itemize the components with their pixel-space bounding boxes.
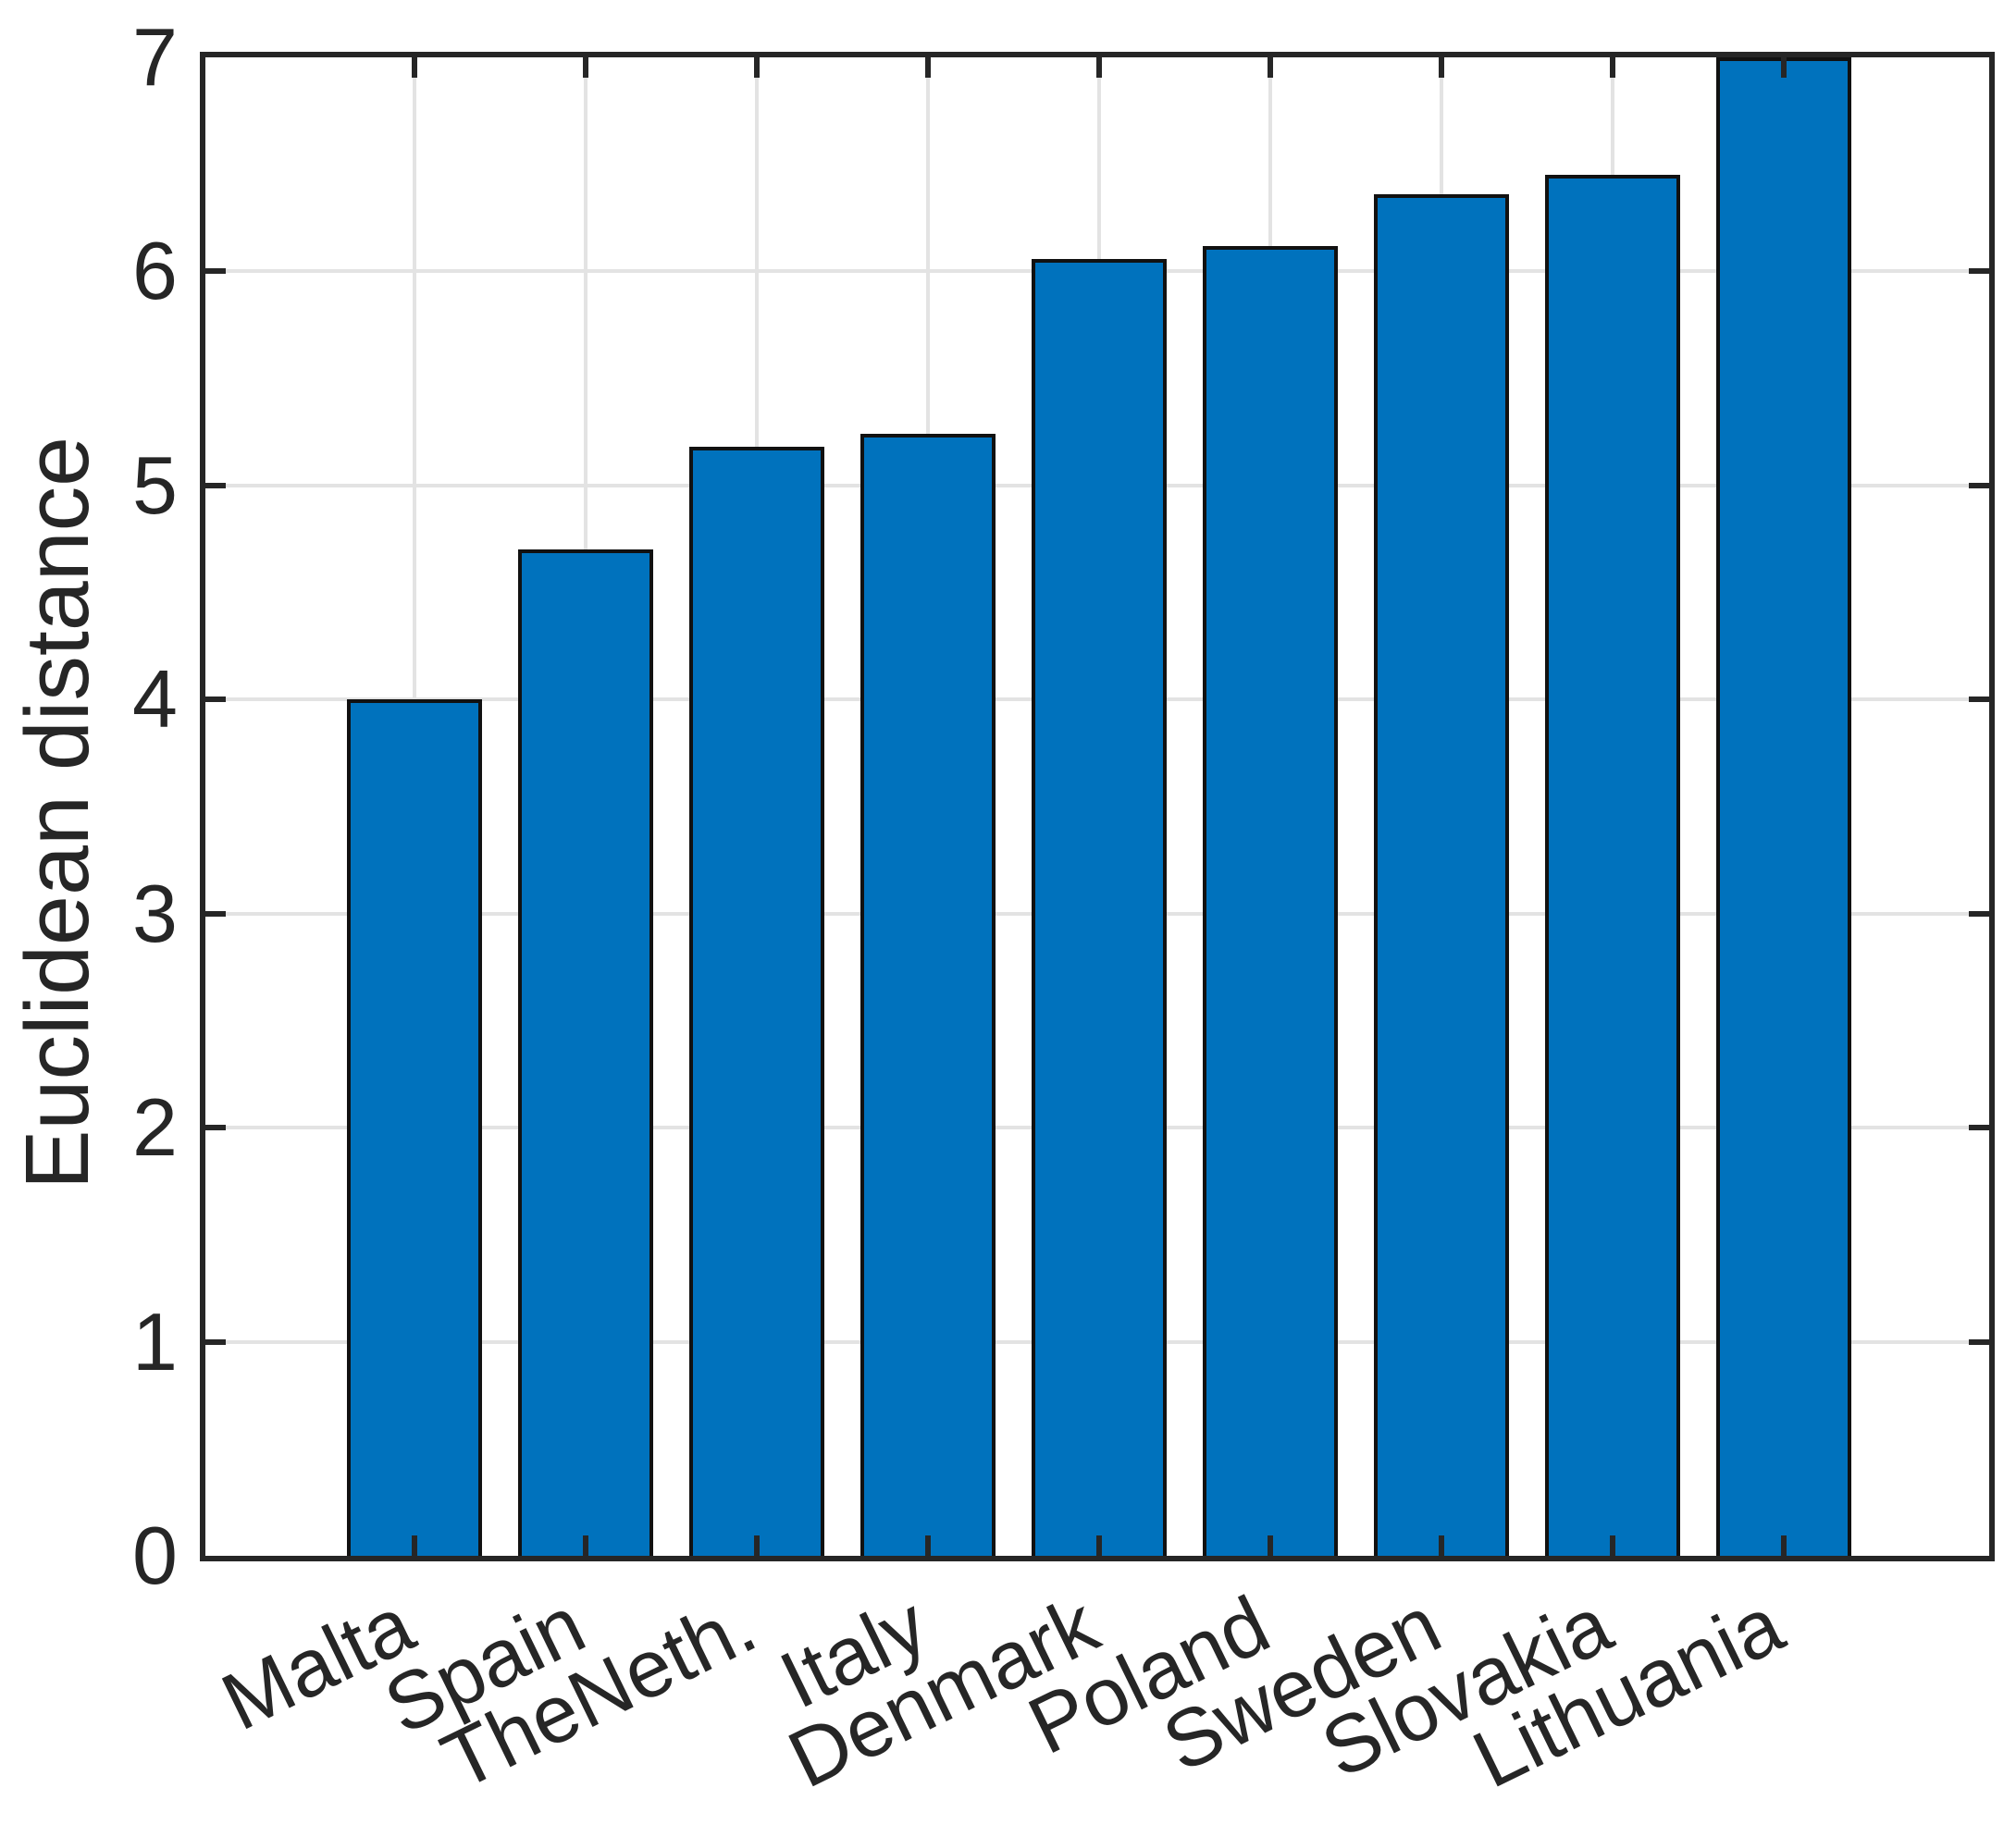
x-tick-bottom-poland bbox=[1268, 1535, 1273, 1556]
y-tick-left-2 bbox=[205, 1125, 226, 1131]
y-tick-left-6 bbox=[205, 268, 226, 275]
y-tick-left-3 bbox=[205, 910, 226, 917]
bar-theneth bbox=[689, 447, 824, 1556]
x-tick-bottom-slovakia bbox=[1610, 1535, 1615, 1556]
y-tick-right-5 bbox=[1969, 482, 1989, 488]
bar-italy bbox=[860, 434, 996, 1556]
x-tick-top-slovakia bbox=[1610, 57, 1615, 78]
x-tick-top-lithuania bbox=[1781, 57, 1787, 78]
x-tick-bottom-theneth bbox=[754, 1535, 760, 1556]
bar-lithuania bbox=[1716, 57, 1851, 1556]
bar-denmark bbox=[1032, 258, 1167, 1556]
x-tick-top-theneth bbox=[754, 57, 760, 78]
x-tick-bottom-denmark bbox=[1096, 1535, 1102, 1556]
plot-area bbox=[200, 52, 1995, 1561]
y-tick-right-2 bbox=[1969, 1125, 1989, 1131]
y-tick-label-5: 5 bbox=[132, 438, 178, 531]
y-tick-label-2: 2 bbox=[132, 1081, 178, 1174]
x-tick-top-denmark bbox=[1096, 57, 1102, 78]
x-tick-bottom-sweden bbox=[1439, 1535, 1444, 1556]
x-tick-top-malta bbox=[412, 57, 417, 78]
bar-slovakia bbox=[1545, 175, 1680, 1556]
bar-poland bbox=[1203, 245, 1338, 1556]
bar-malta bbox=[347, 699, 482, 1556]
y-tick-label-4: 4 bbox=[132, 653, 178, 746]
y-tick-right-3 bbox=[1969, 910, 1989, 917]
x-tick-top-sweden bbox=[1439, 57, 1444, 78]
y-tick-right-6 bbox=[1969, 268, 1989, 275]
y-axis-label: Euclidean distance bbox=[6, 436, 107, 1190]
y-tick-right-1 bbox=[1969, 1338, 1989, 1345]
x-tick-bottom-malta bbox=[412, 1535, 417, 1556]
x-tick-bottom-italy bbox=[925, 1535, 931, 1556]
y-tick-left-5 bbox=[205, 482, 226, 488]
y-tick-label-0: 0 bbox=[132, 1510, 178, 1601]
x-tick-bottom-spain bbox=[583, 1535, 588, 1556]
bar-spain bbox=[518, 549, 653, 1556]
x-tick-top-italy bbox=[925, 57, 931, 78]
y-tick-left-4 bbox=[205, 697, 226, 703]
x-tick-top-spain bbox=[583, 57, 588, 78]
x-tick-bottom-lithuania bbox=[1781, 1535, 1787, 1556]
y-tick-label-3: 3 bbox=[132, 867, 178, 959]
x-tick-top-poland bbox=[1268, 57, 1273, 78]
y-tick-label-7: 7 bbox=[132, 11, 178, 103]
bar-sweden bbox=[1374, 194, 1509, 1556]
y-tick-right-4 bbox=[1969, 697, 1989, 703]
y-tick-left-1 bbox=[205, 1338, 226, 1345]
y-tick-label-6: 6 bbox=[132, 225, 178, 317]
y-tick-label-1: 1 bbox=[132, 1295, 178, 1387]
